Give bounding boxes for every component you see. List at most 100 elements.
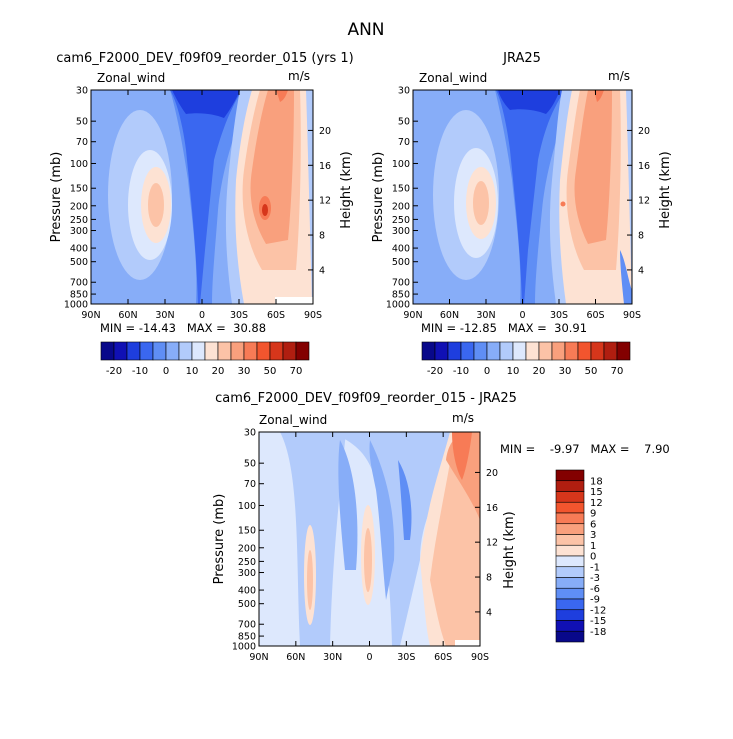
colorbar-label: 50 [585, 366, 598, 377]
colorbar-swatch [191, 341, 206, 361]
panel-1-y2tick-label: 8 [638, 231, 644, 242]
panel-2-ytick-label: 300 [238, 568, 256, 579]
colorbar-label: 70 [611, 366, 624, 377]
panel-2-xtick-label: 90S [471, 652, 489, 663]
panel-model-left-label: Zonal_wind [97, 71, 165, 85]
panel-1-ytick-label: 100 [392, 159, 410, 170]
colorbar-label: 70 [290, 366, 303, 377]
panel-2-ytick-label: 100 [238, 501, 256, 512]
panel-2-ytick-label: 70 [244, 479, 256, 490]
colorbar-label: 9 [590, 509, 596, 520]
panel-2-y2tick-label: 8 [486, 573, 492, 584]
panel-2-xtick-label: 30S [397, 652, 415, 663]
panel-0-y2tick-label: 8 [319, 231, 325, 242]
colorbar-label: 10 [507, 366, 520, 377]
panel-2-xtick-label: 90N [249, 652, 268, 663]
colorbar-swatch [421, 341, 436, 361]
panel-1-xtick-label: 0 [519, 310, 525, 321]
colorbar-swatch [139, 341, 154, 361]
colorbar-label: 20 [212, 366, 225, 377]
panel-1-ytick-label: 500 [392, 257, 410, 268]
panel-1-ytick-label: 700 [392, 278, 410, 289]
colorbar-swatch [555, 609, 585, 621]
colorbar-swatch [577, 341, 592, 361]
panel-1-ytick-label: 850 [392, 290, 410, 301]
colorbar-swatch [100, 341, 115, 361]
panel-1-xtick-label: 90N [403, 310, 422, 321]
panel-0-xtick-label: 60S [267, 310, 285, 321]
colorbar-swatch [616, 341, 631, 361]
panel-0-y2tick-label: 16 [319, 161, 331, 172]
panel-obs-field [413, 90, 632, 304]
colorbar-label: 10 [186, 366, 199, 377]
panel-obs-colorbar: -20 -10 0 10 20 30 50 70 [421, 341, 631, 377]
panel-1-ytick-label: 150 [392, 184, 410, 195]
colorbar-swatch [243, 341, 258, 361]
panel-2-y2tick-label: 20 [486, 468, 498, 479]
colorbar-swatch [282, 341, 297, 361]
panel-model-stats: MIN = -14.43 MAX = 30.88 [100, 321, 266, 335]
panel-0-ytick-label: 250 [70, 215, 88, 226]
colorbar-swatch [447, 341, 462, 361]
colorbar-label: 18 [590, 476, 603, 487]
colorbar-label: -12 [590, 605, 606, 616]
panel-0-xtick-label: 30N [155, 310, 174, 321]
colorbar-swatch [525, 341, 540, 361]
colorbar-swatch [295, 341, 310, 361]
panel-2-ytick-label: 30 [244, 428, 256, 439]
colorbar-label: 0 [590, 552, 596, 563]
panel-diff-title: cam6_F2000_DEV_f09f09_reorder_015 - JRA2… [215, 391, 517, 406]
colorbar-swatch [256, 341, 271, 361]
colorbar-swatch [555, 577, 585, 589]
panel-obs-y2label: Height (km) [658, 151, 673, 228]
panel-model-field [91, 90, 313, 304]
colorbar-swatch [555, 544, 585, 557]
colorbar-swatch [434, 341, 449, 361]
panel-2-ytick-label: 1000 [232, 642, 256, 653]
panel-diff-ylabel: Pressure (mb) [212, 494, 227, 585]
panel-2-ytick-label: 50 [244, 459, 256, 470]
panel-1-ytick-label: 200 [392, 201, 410, 212]
colorbar-label: 0 [484, 366, 490, 377]
colorbar-swatch [499, 341, 514, 361]
colorbar-swatch [555, 512, 585, 525]
panel-2-xtick-label: 60S [434, 652, 452, 663]
colorbar-swatch [555, 630, 585, 643]
panel-0-xtick-label: 90S [304, 310, 322, 321]
panel-1-y2tick-label: 4 [638, 265, 644, 276]
panel-1-ytick-label: 50 [398, 117, 410, 128]
panel-0-ytick-label: 700 [70, 278, 88, 289]
colorbar-swatch [217, 341, 232, 361]
colorbar-swatch [512, 341, 527, 361]
panel-0-ytick-label: 50 [76, 117, 88, 128]
colorbar-swatch [555, 555, 585, 568]
panel-model-colorbar: -20 -10 0 10 20 30 50 70 [100, 341, 310, 377]
colorbar-swatch [555, 566, 585, 578]
panel-model-ylabel: Pressure (mb) [49, 152, 64, 243]
panel-model: cam6_F2000_DEV_f09f09_reorder_015 (yrs 1… [49, 51, 354, 377]
colorbar-swatch [230, 341, 245, 361]
colorbar-swatch [126, 341, 141, 361]
colorbar-swatch [178, 341, 193, 361]
panel-0-y2tick-label: 4 [319, 265, 325, 276]
panel-1-xtick-label: 60N [440, 310, 459, 321]
colorbar-swatch [555, 491, 585, 503]
colorbar-label: -20 [427, 366, 443, 377]
panel-2-xtick-label: 0 [366, 652, 372, 663]
panel-1-ytick-label: 30 [398, 86, 410, 97]
panel-2-ytick-label: 250 [238, 557, 256, 568]
panel-obs: JRA25 Zonal_wind m/s 90N 60N 30N 0 30S 60S 90S… [371, 51, 673, 377]
panel-2-ytick-label: 850 [238, 632, 256, 643]
colorbar-label: -18 [590, 627, 606, 638]
colorbar-swatch [152, 341, 167, 361]
colorbar-label: 6 [590, 519, 596, 530]
colorbar-label: 3 [590, 530, 596, 541]
panel-0-y2tick-label: 20 [319, 126, 331, 137]
panel-1-xtick-label: 60S [586, 310, 604, 321]
panel-0-xtick-label: 90N [81, 310, 100, 321]
panel-obs-left-label: Zonal_wind [419, 71, 487, 85]
colorbar-swatch [204, 341, 219, 361]
colorbar-swatch [555, 523, 585, 535]
panel-0-ytick-label: 500 [70, 257, 88, 268]
